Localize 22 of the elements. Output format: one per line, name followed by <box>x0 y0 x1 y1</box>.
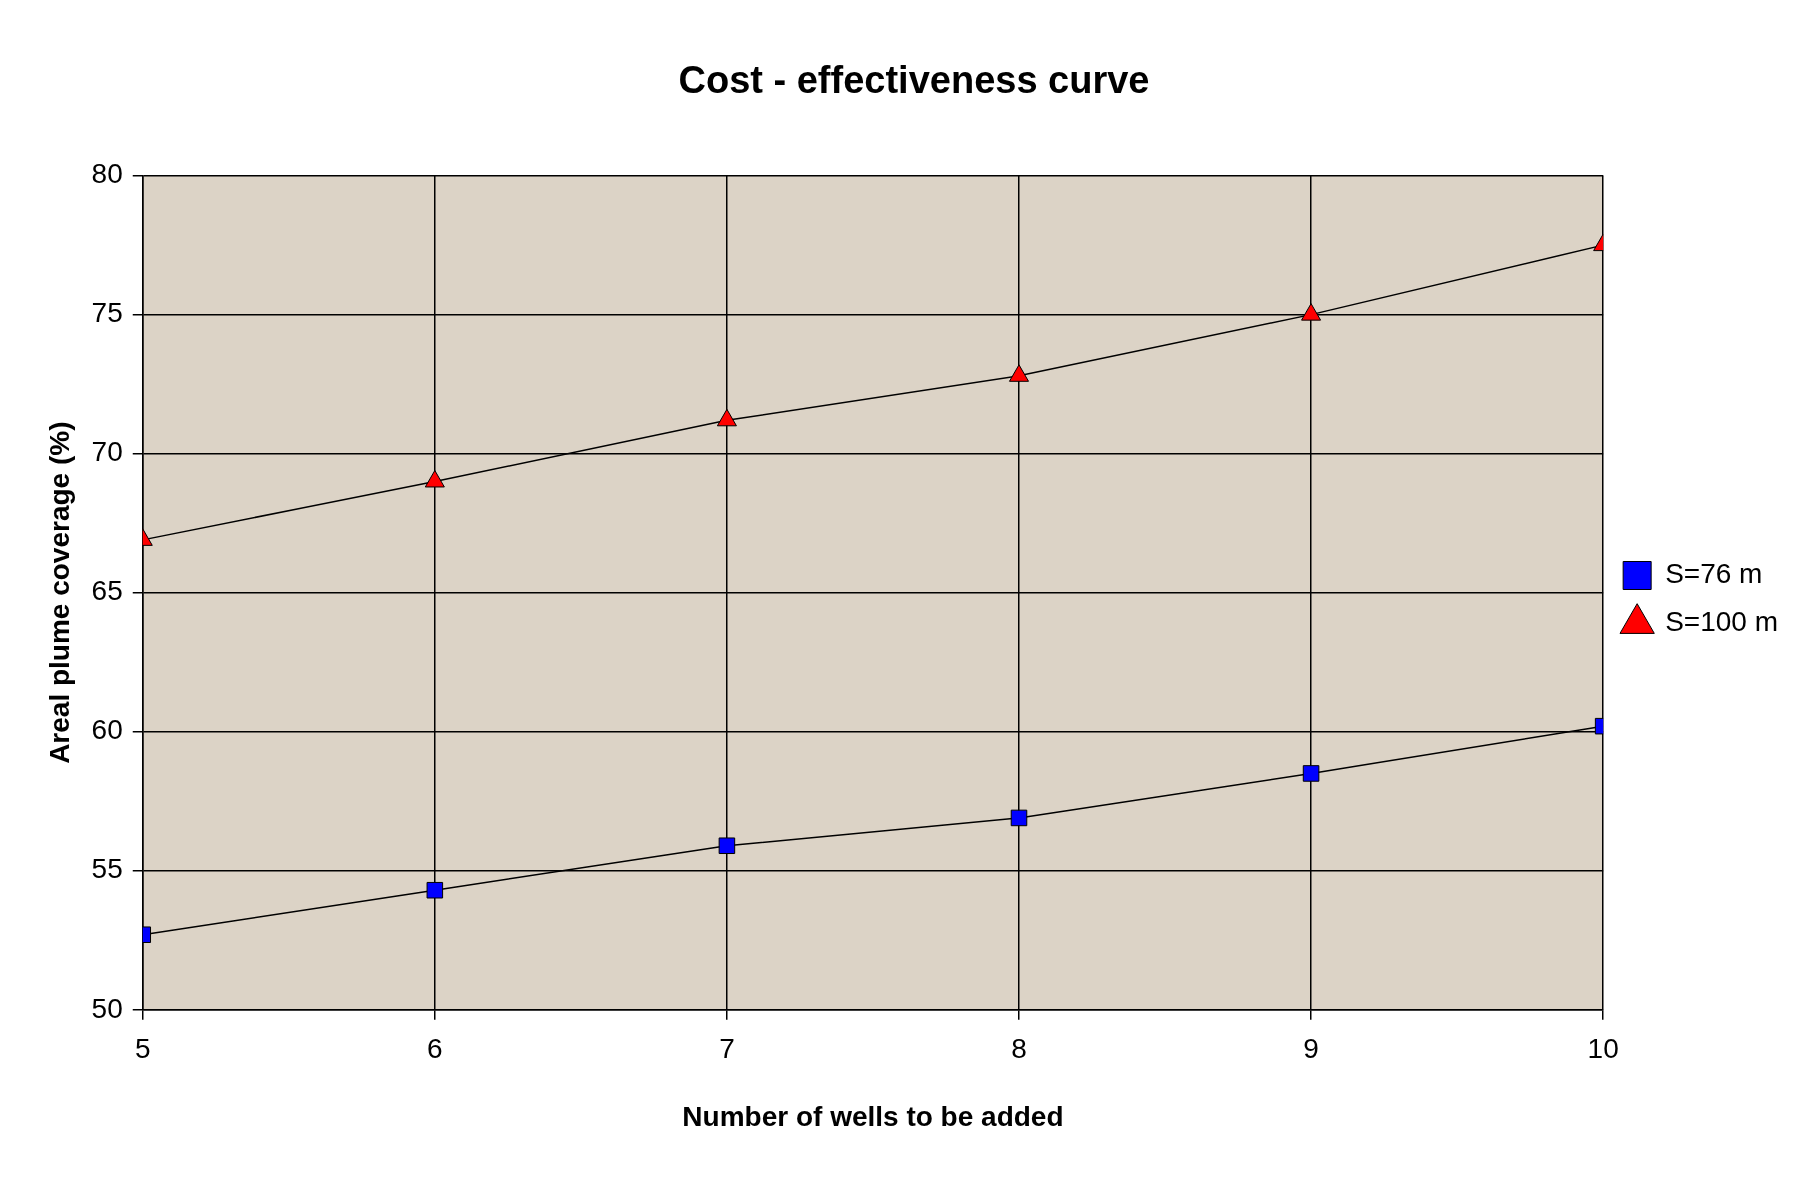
point <box>1008 364 1030 382</box>
y-tick-label: 50 <box>91 992 123 1024</box>
y-tick-label: 80 <box>91 158 123 190</box>
x-axis-title: Number of wells to be added <box>682 1100 1064 1132</box>
x-tick-label: 7 <box>719 1033 735 1065</box>
y-tick-label: 65 <box>91 575 123 607</box>
y-tick-label: 70 <box>91 436 123 468</box>
legend-label: S=76 m <box>1665 558 1763 590</box>
chart-title: Cost - effectiveness curve <box>678 59 1150 102</box>
point <box>1010 809 1028 827</box>
x-tick-label: 8 <box>1011 1033 1027 1065</box>
x-tick-label: 6 <box>427 1033 443 1065</box>
point <box>718 837 736 855</box>
x-tick-label: 9 <box>1303 1033 1319 1065</box>
y-tick-label: 75 <box>91 297 123 329</box>
point <box>716 408 737 427</box>
x-tick-label: 10 <box>1587 1033 1619 1065</box>
y-axis-title: Areal plume coverage (%) <box>43 421 75 764</box>
y-tick-label: 60 <box>91 714 123 746</box>
y-tick-label: 55 <box>91 853 123 885</box>
legend-label: S=100 m <box>1665 606 1779 638</box>
x-tick-label: 5 <box>134 1033 151 1065</box>
